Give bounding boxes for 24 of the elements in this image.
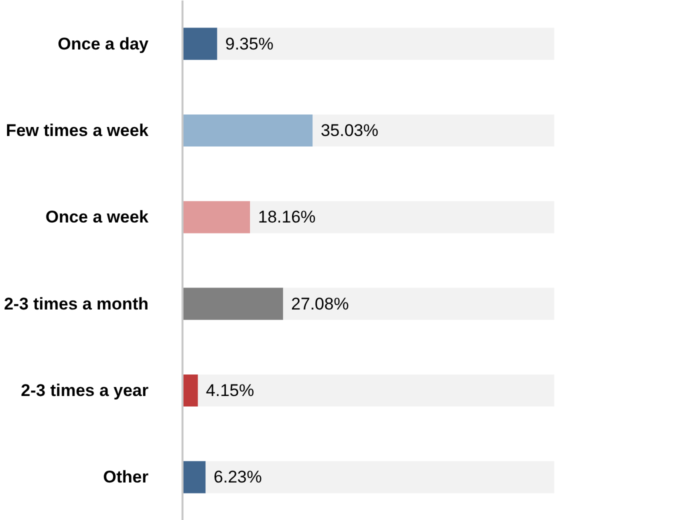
bar <box>250 201 554 234</box>
data-label: 18.16% <box>258 208 316 227</box>
bar <box>182 114 313 147</box>
y-tick-label: Once a day <box>58 34 150 54</box>
bar <box>312 114 554 147</box>
bar <box>206 461 554 494</box>
bar <box>182 461 206 494</box>
data-label: 4.15% <box>206 381 254 400</box>
bar <box>217 28 554 60</box>
y-tick-label: 2-3 times a year <box>20 381 149 400</box>
y-tick-label: Other <box>103 468 149 487</box>
data-label: 27.08% <box>291 294 349 314</box>
y-tick-label: 2-3 times a month <box>4 294 149 314</box>
y-tick-label: Once a week <box>45 208 150 227</box>
data-label: 35.03% <box>320 121 378 140</box>
bar <box>182 201 250 234</box>
bar <box>283 288 554 320</box>
bar <box>182 374 198 407</box>
bar <box>182 288 284 320</box>
data-label: 6.23% <box>214 468 262 487</box>
data-label: 9.35% <box>225 34 274 54</box>
bar <box>182 28 218 60</box>
y-tick-label: Few times a week <box>6 121 150 140</box>
bar <box>198 374 554 407</box>
